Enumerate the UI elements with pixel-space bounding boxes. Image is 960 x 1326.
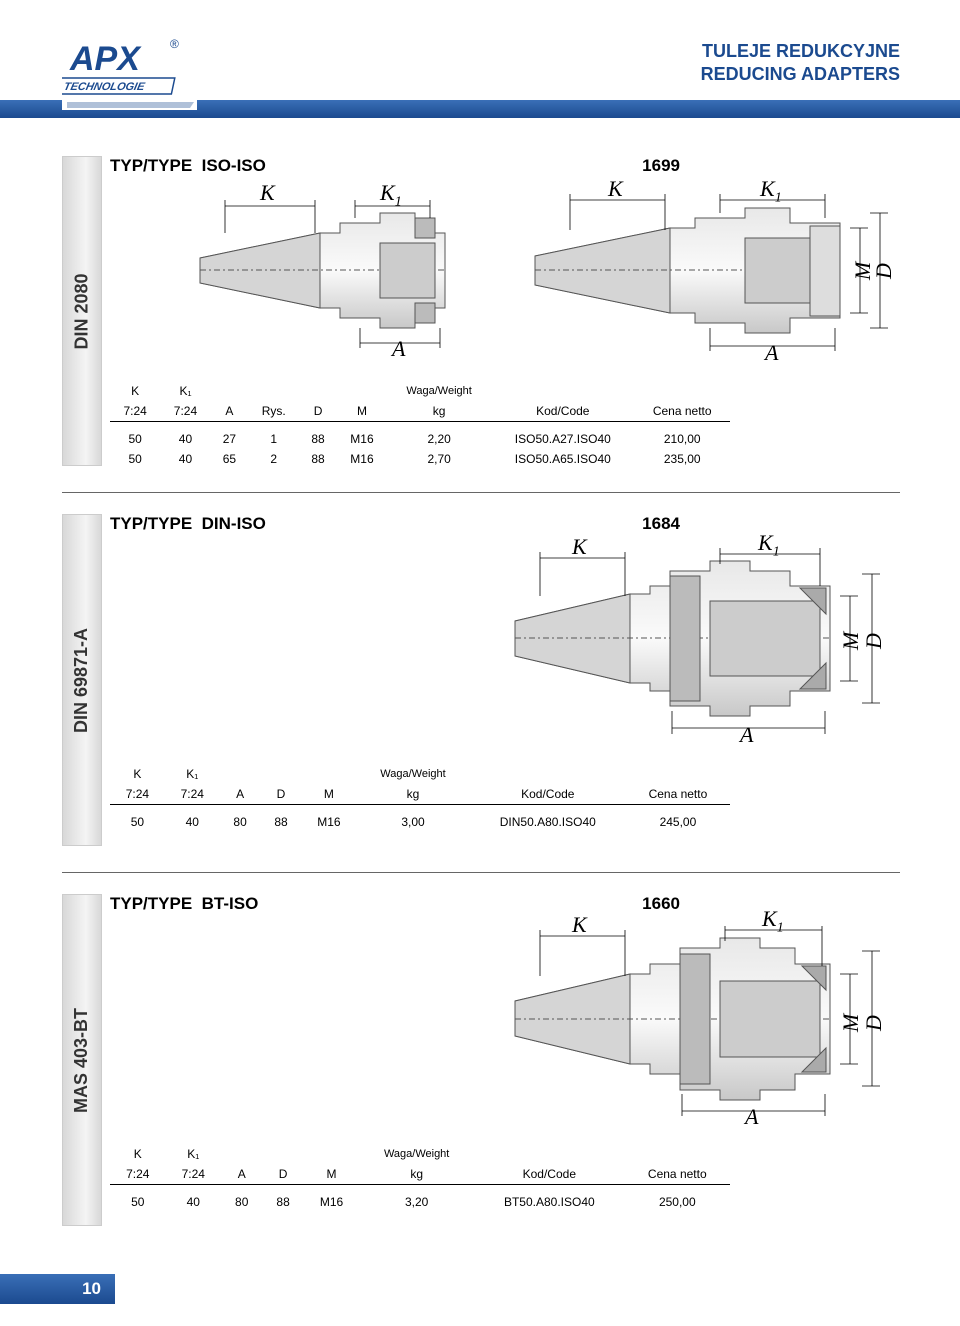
table-row: 50 40 65 2 88 M16 2,70 ISO50.A65.ISO40 2… <box>110 449 730 469</box>
type-name: ISO-ISO <box>202 156 266 175</box>
technical-diagram: K K1 A M D <box>500 546 900 746</box>
section-iso-iso: TYP/TYPE ISO-ISO 1699 <box>110 156 900 469</box>
technical-diagram: K K1 A M D <box>520 188 900 363</box>
svg-text:TECHNOLOGIE: TECHNOLOGIE <box>63 81 147 93</box>
dim-k1: K1 <box>758 530 780 560</box>
type-label: TYP/TYPE <box>110 894 192 913</box>
data-table: K K₁ Waga/Weight 7:24 7:24 A D M kg Kod/… <box>110 764 730 832</box>
data-table: K K₁ Waga/Weight 7:24 7:24 A Rys. D M kg… <box>110 381 730 469</box>
type-code: 1699 <box>642 156 900 176</box>
section-bt-iso: TYP/TYPE BT-ISO 1660 <box>110 894 900 1212</box>
dim-k1: K1 <box>380 180 402 210</box>
section-din-iso: TYP/TYPE DIN-ISO 1684 <box>110 514 900 832</box>
title-line-2: REDUCING ADAPTERS <box>701 63 900 86</box>
dim-k: K <box>260 180 275 206</box>
svg-text:APX: APX <box>69 40 142 78</box>
side-tab-label: DIN 2080 <box>72 273 93 349</box>
technical-diagram: K K1 A <box>180 188 490 363</box>
title-line-1: TULEJE REDUKCYJNE <box>701 40 900 63</box>
table-row: 50 40 80 88 M16 3,20 BT50.A80.ISO40 250,… <box>110 1185 730 1213</box>
dim-a: A <box>740 722 753 748</box>
side-tab-label: DIN 69871-A <box>72 627 93 732</box>
separator <box>62 872 900 873</box>
diagram-row: K K1 A M D <box>110 926 900 1126</box>
dim-a: A <box>392 336 405 362</box>
page-title: TULEJE REDUKCYJNE REDUCING ADAPTERS <box>701 40 900 87</box>
type-name: BT-ISO <box>202 894 259 913</box>
table-row: 50 40 80 88 M16 3,00 DIN50.A80.ISO40 245… <box>110 805 730 833</box>
side-tab-din2080: DIN 2080 <box>62 156 102 466</box>
side-tab-label: MAS 403-BT <box>72 1007 93 1112</box>
diagram-row: K K1 A M D <box>110 546 900 746</box>
type-name: DIN-ISO <box>202 514 266 533</box>
section-header: TYP/TYPE ISO-ISO 1699 <box>110 156 900 176</box>
dim-k: K <box>572 534 587 560</box>
dim-d: D <box>871 263 897 279</box>
data-table: K K₁ Waga/Weight 7:24 7:24 A D M kg Kod/… <box>110 1144 730 1212</box>
dim-a: A <box>745 1104 758 1130</box>
dim-k: K <box>572 912 587 938</box>
table-body: 50 40 27 1 88 M16 2,20 ISO50.A27.ISO40 2… <box>110 422 730 470</box>
type-label: TYP/TYPE <box>110 514 192 533</box>
dim-k1: K1 <box>762 906 784 936</box>
dim-a: A <box>765 340 778 366</box>
dim-d: D <box>861 1015 887 1031</box>
dim-k1: K1 <box>760 176 782 206</box>
type-label: TYP/TYPE <box>110 156 192 175</box>
brand-logo: APX ® TECHNOLOGIE <box>62 30 197 110</box>
dim-d: D <box>861 633 887 649</box>
side-tab-mas403bt: MAS 403-BT <box>62 894 102 1226</box>
page-number: 10 <box>0 1274 115 1304</box>
separator <box>62 492 900 493</box>
dim-k: K <box>608 176 623 202</box>
side-tab-din69871: DIN 69871-A <box>62 514 102 846</box>
svg-text:®: ® <box>170 37 179 51</box>
diagram-row: K K1 A <box>110 188 900 363</box>
technical-diagram: K K1 A M D <box>500 926 900 1126</box>
section-header: TYP/TYPE DIN-ISO 1684 <box>110 514 900 534</box>
table-row: 50 40 27 1 88 M16 2,20 ISO50.A27.ISO40 2… <box>110 422 730 450</box>
